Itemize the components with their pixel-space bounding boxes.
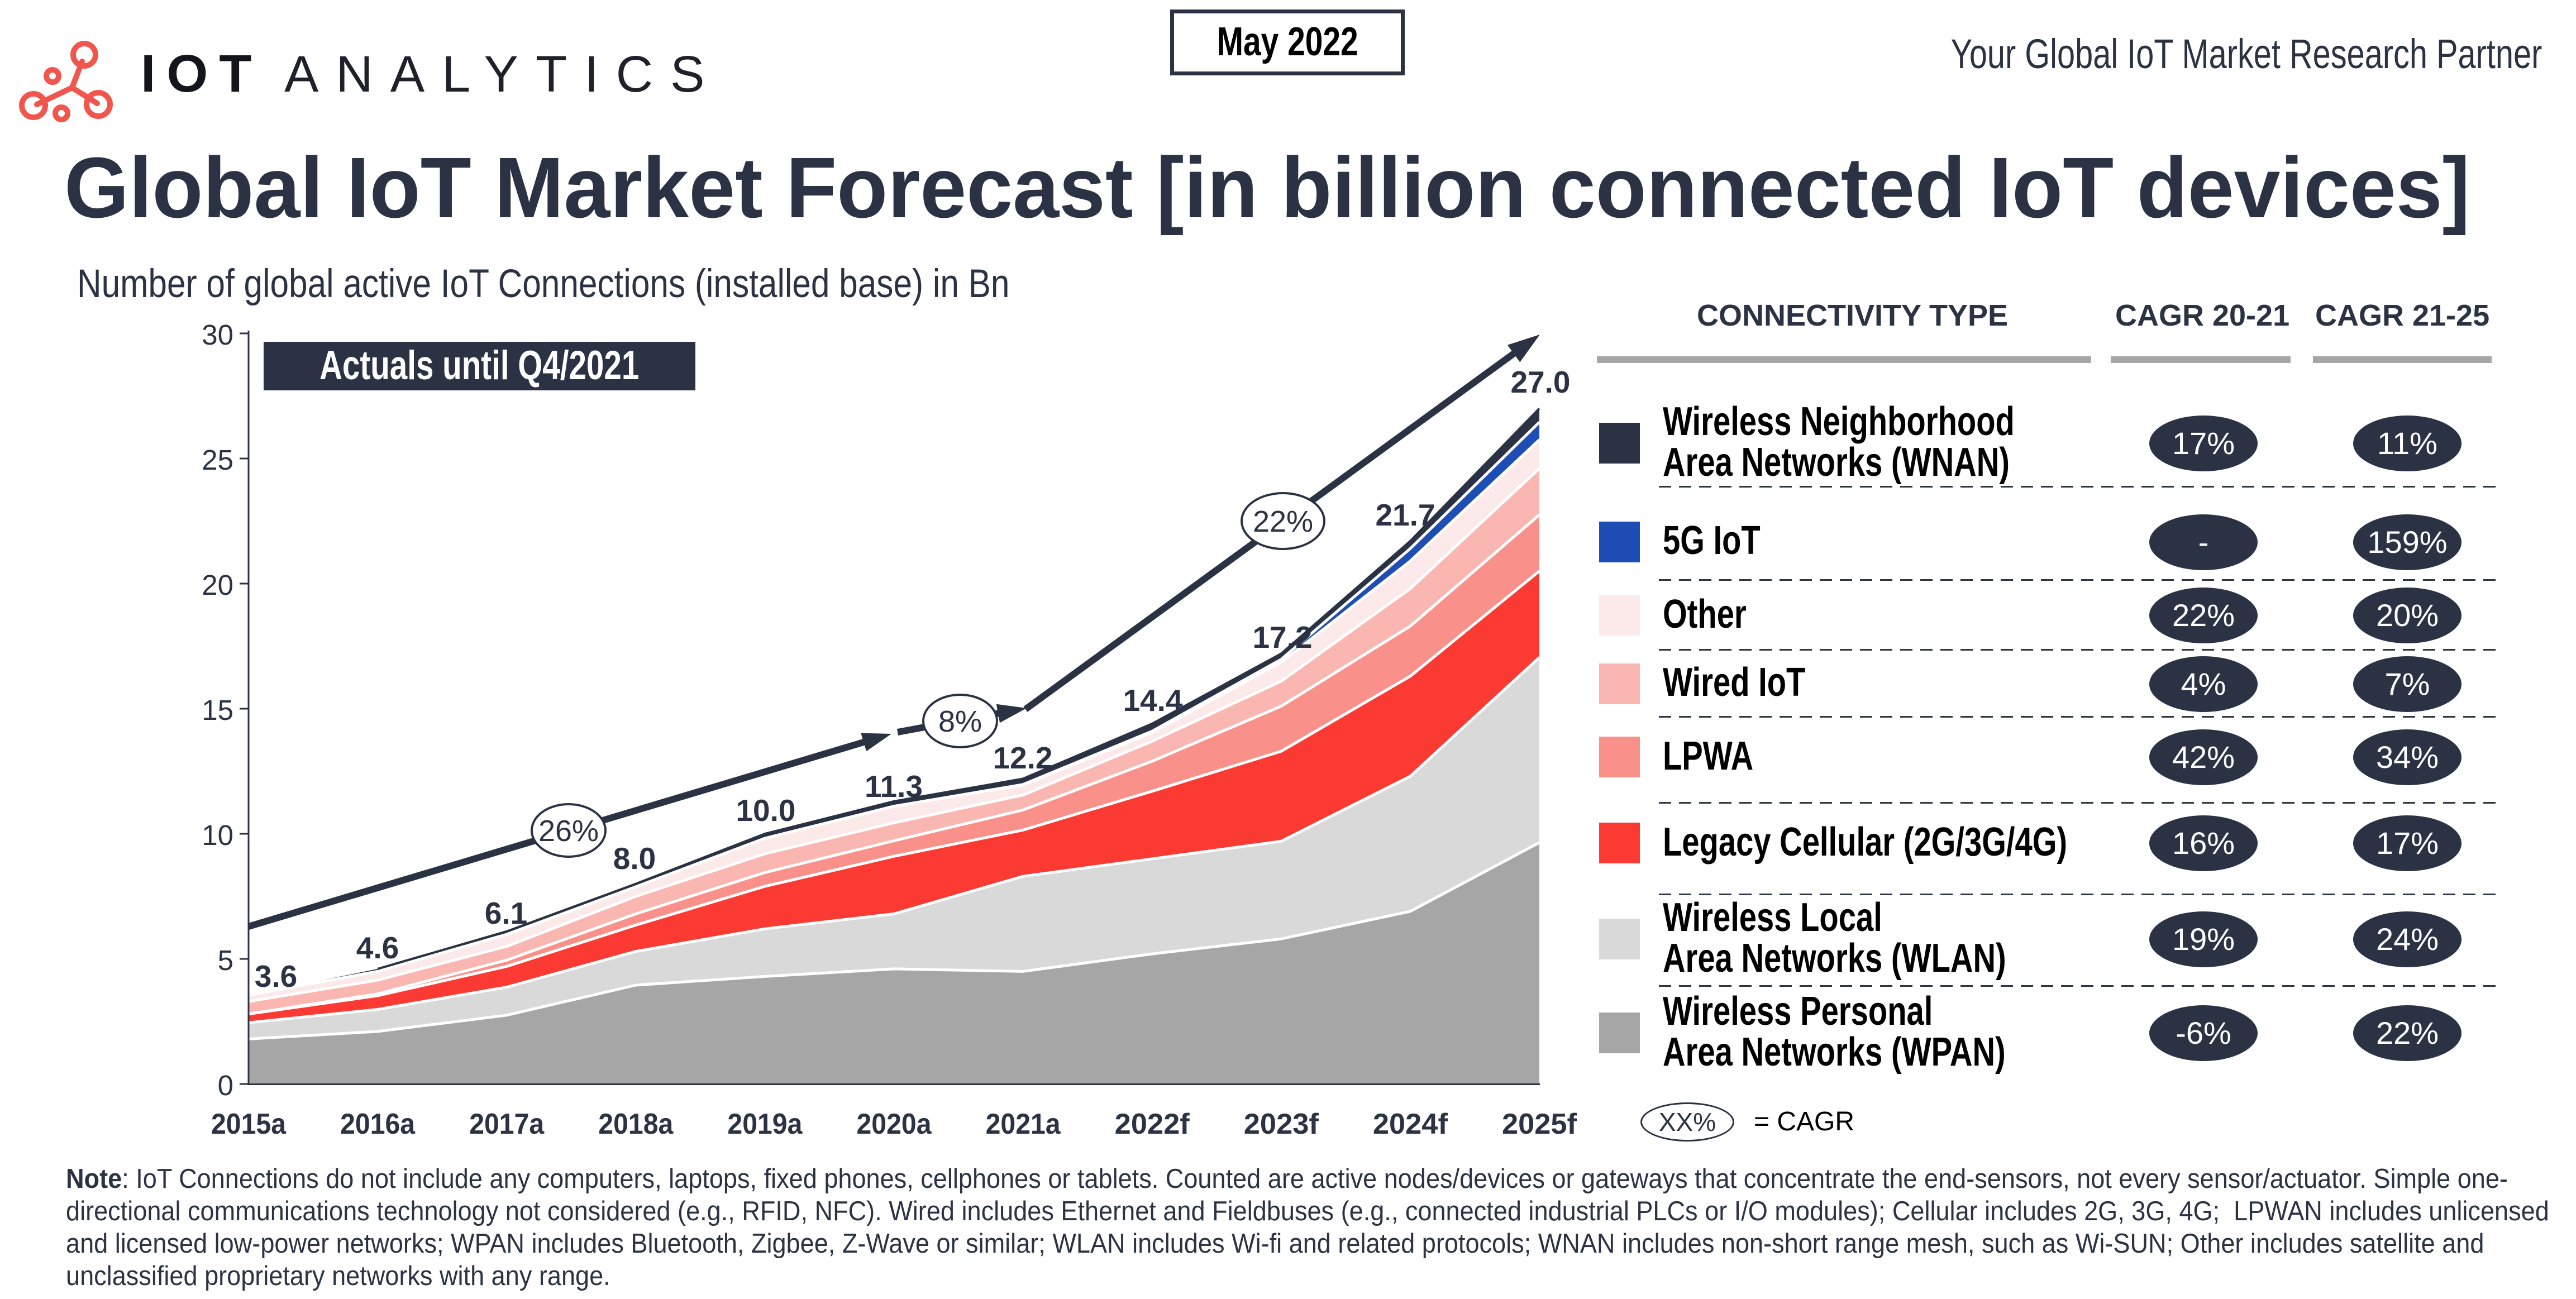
svg-text:12.2: 12.2 bbox=[993, 741, 1052, 775]
svg-text:10.0: 10.0 bbox=[736, 793, 795, 828]
svg-text:2021a: 2021a bbox=[986, 1108, 1061, 1140]
svg-text:2020a: 2020a bbox=[857, 1108, 932, 1140]
svg-text:2015a: 2015a bbox=[211, 1108, 287, 1140]
svg-text:3.6: 3.6 bbox=[255, 959, 297, 994]
svg-text:2024f: 2024f bbox=[1373, 1108, 1448, 1140]
svg-text:2018a: 2018a bbox=[598, 1108, 674, 1140]
svg-text:11.3: 11.3 bbox=[865, 769, 923, 804]
svg-text:30: 30 bbox=[202, 319, 233, 351]
svg-text:17.2: 17.2 bbox=[1252, 620, 1312, 655]
svg-text:15: 15 bbox=[202, 694, 233, 726]
svg-text:0: 0 bbox=[218, 1069, 233, 1101]
svg-text:2023f: 2023f bbox=[1244, 1108, 1319, 1140]
svg-text:22%: 22% bbox=[1253, 505, 1313, 538]
svg-text:25: 25 bbox=[202, 444, 233, 476]
svg-text:26%: 26% bbox=[538, 814, 599, 848]
svg-text:2025f: 2025f bbox=[1502, 1108, 1577, 1140]
svg-text:21.7: 21.7 bbox=[1375, 498, 1435, 532]
svg-text:8.0: 8.0 bbox=[613, 841, 656, 876]
svg-text:4.6: 4.6 bbox=[356, 930, 399, 965]
svg-text:2017a: 2017a bbox=[469, 1108, 545, 1140]
svg-text:2016a: 2016a bbox=[340, 1108, 416, 1140]
svg-text:2019a: 2019a bbox=[727, 1108, 803, 1140]
svg-text:8%: 8% bbox=[938, 705, 982, 738]
svg-text:2022f: 2022f bbox=[1115, 1108, 1190, 1140]
svg-text:6.1: 6.1 bbox=[485, 896, 527, 930]
svg-text:5: 5 bbox=[218, 944, 233, 976]
svg-text:14.4: 14.4 bbox=[1123, 683, 1182, 718]
svg-text:20: 20 bbox=[202, 569, 233, 601]
svg-text:10: 10 bbox=[202, 819, 233, 851]
svg-text:27.0: 27.0 bbox=[1510, 365, 1570, 399]
